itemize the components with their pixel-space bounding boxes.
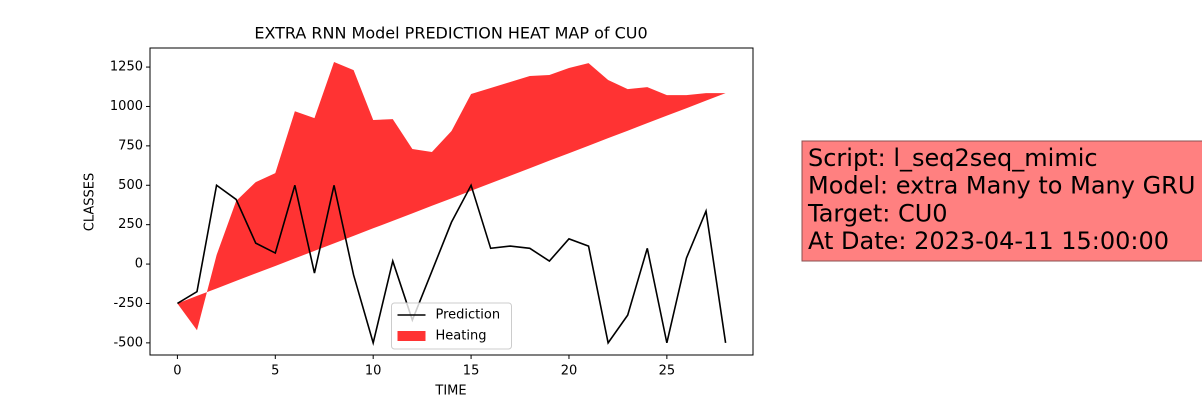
heating-area <box>177 62 726 331</box>
legend-swatch <box>397 331 426 341</box>
y-tick-label: 1000 <box>110 99 143 114</box>
y-tick-label: 1250 <box>110 60 143 75</box>
annotation-line: Model: extra Many to Many GRU <box>808 172 1195 200</box>
x-tick-label: 10 <box>365 364 382 379</box>
annotation-background <box>801 140 1202 262</box>
annotation-line: At Date: 2023-04-11 15:00:00 <box>808 227 1169 255</box>
legend-label: Heating <box>436 329 487 344</box>
x-tick-label: 15 <box>463 364 480 379</box>
y-axis-label: CLASSES <box>83 173 98 231</box>
plot-frame <box>149 47 754 356</box>
y-tick-label: -250 <box>113 296 143 311</box>
x-axis-label: TIME <box>434 384 466 399</box>
annotation-line: Target: CU0 <box>807 199 948 227</box>
x-tick-label: 5 <box>271 364 279 379</box>
y-tick-label: 500 <box>118 178 143 193</box>
y-tick-label: -500 <box>113 335 143 350</box>
x-tick-label: 25 <box>659 364 676 379</box>
y-tick-label: 0 <box>135 257 143 272</box>
y-tick-label: 750 <box>118 138 143 153</box>
chart-title: EXTRA RNN Model PREDICTION HEAT MAP of C… <box>254 24 647 43</box>
legend: Prediction Heating <box>391 302 512 350</box>
x-tick-label: 0 <box>173 364 181 379</box>
legend-label: Prediction <box>436 308 501 323</box>
y-tick-label: 250 <box>118 217 143 232</box>
prediction-line <box>176 183 727 346</box>
annotation-line: Script: l_seq2seq_mimic <box>808 144 1098 172</box>
x-tick-label: 20 <box>561 364 578 379</box>
